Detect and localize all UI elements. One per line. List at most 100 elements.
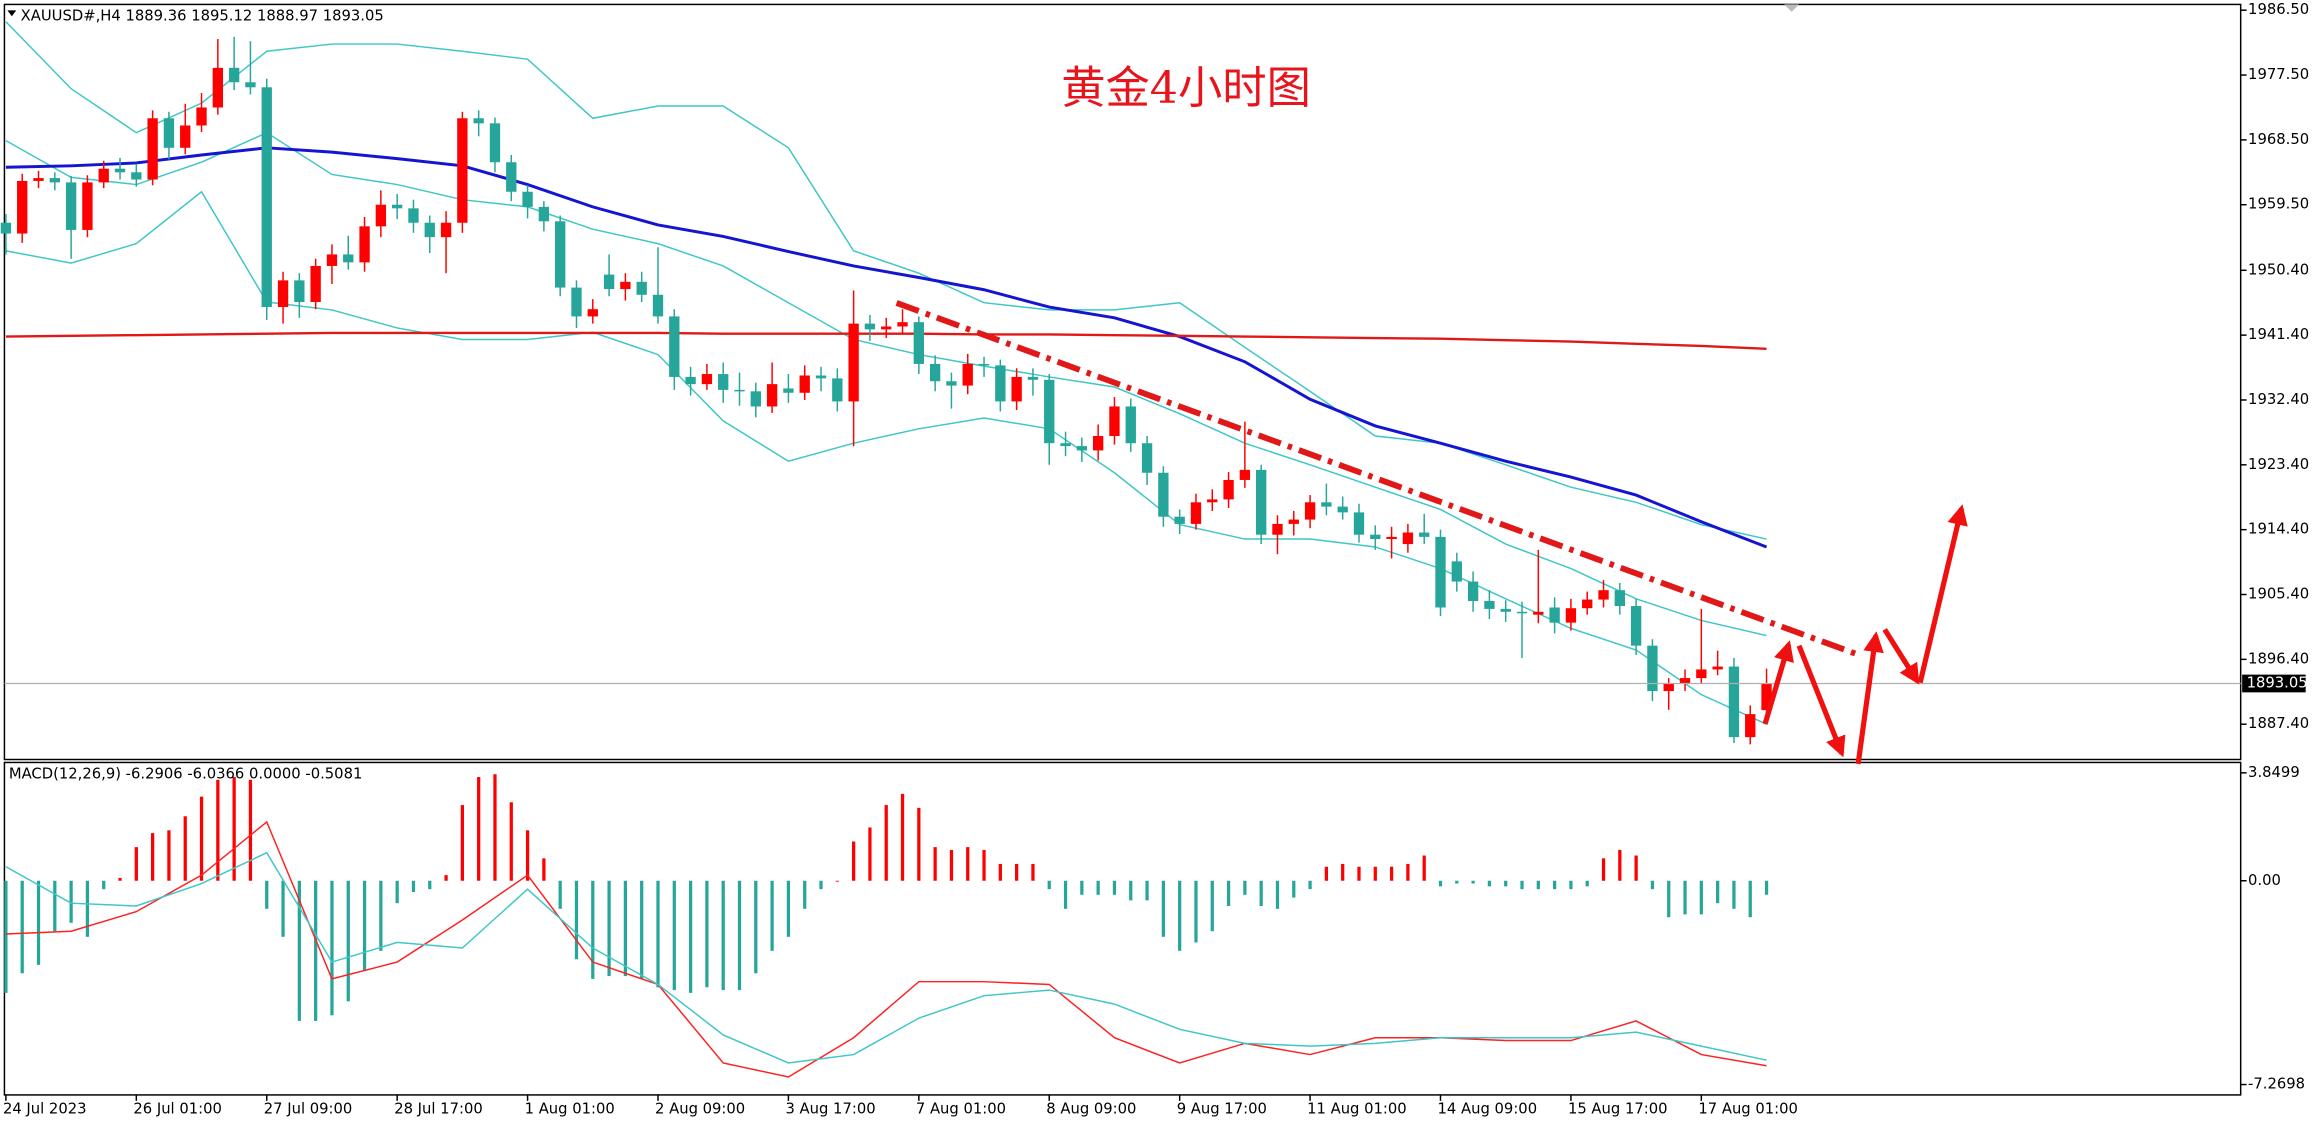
histogram-bar [1275, 880, 1280, 909]
candle-body [1288, 519, 1299, 524]
histogram-bar [949, 849, 954, 881]
candle-body [1223, 479, 1234, 500]
candle-body [1304, 502, 1316, 520]
shift-marker [1784, 4, 1800, 12]
y-tick-label: 1914.40 [2248, 521, 2309, 538]
histogram-bar [20, 880, 24, 974]
x-tick-label: 9 Aug 17:00 [1177, 1101, 1267, 1118]
arrow [1855, 631, 1884, 765]
histogram-bar [1683, 880, 1687, 915]
histogram-bar [1487, 880, 1492, 887]
histogram-bar [770, 880, 774, 951]
candle-body [343, 254, 354, 263]
candle-body [1647, 645, 1658, 692]
histogram-bar [53, 880, 57, 932]
histogram-bar [1259, 880, 1263, 906]
histogram-bar [868, 827, 872, 881]
y-tick-label: 1932.40 [2248, 391, 2309, 408]
trend-line [895, 300, 1860, 658]
indicator-line [5, 851, 1767, 1064]
histogram-bar [167, 830, 171, 881]
histogram-bar [1552, 880, 1557, 890]
candle-body [0, 222, 12, 234]
candle-body [1125, 406, 1136, 444]
histogram-bar [232, 777, 236, 881]
arrow [1917, 504, 1968, 684]
histogram-bar [688, 880, 693, 993]
candle-body [799, 375, 810, 393]
candle-body [701, 374, 713, 385]
histogram-bar [835, 880, 839, 882]
arrow [1796, 644, 1846, 758]
histogram-bar [297, 880, 301, 1021]
histogram-bar [134, 847, 138, 881]
indicator-line [5, 131, 1767, 637]
candle-body [359, 226, 370, 263]
histogram-bar [591, 880, 595, 979]
candle-body [1598, 590, 1609, 600]
candle-body [1239, 469, 1251, 480]
candle-body [1076, 446, 1088, 451]
x-tick-label: 3 Aug 17:00 [785, 1101, 875, 1118]
y-tick-label: 0.00 [2248, 872, 2281, 889]
arrow [1762, 640, 1794, 725]
candle-body [1207, 499, 1218, 503]
histogram-bar [248, 779, 253, 881]
last-price-box [2242, 674, 2306, 693]
candle-body [131, 172, 142, 180]
histogram-bar [1341, 863, 1345, 881]
candle-body [1027, 376, 1039, 380]
histogram-bar [737, 880, 742, 991]
indicator-line [5, 21, 1767, 540]
candle-body [1565, 608, 1577, 623]
candle-body [82, 182, 93, 230]
candle-body [881, 326, 892, 330]
histogram-bar [493, 774, 497, 881]
candle-body [1516, 611, 1528, 614]
candle-body [506, 162, 517, 192]
histogram-bar [509, 802, 513, 881]
histogram-bar [1422, 855, 1426, 881]
histogram-bar [199, 796, 204, 881]
candle-body [750, 391, 761, 407]
histogram-bar [1536, 880, 1540, 890]
histogram-bar [379, 880, 383, 951]
histogram-bar [85, 880, 90, 937]
candle-body [65, 182, 77, 230]
x-tick-label: 8 Aug 09:00 [1046, 1101, 1136, 1118]
candle-body [228, 67, 240, 83]
forecast-arrows [1762, 504, 1968, 765]
candle-body [1370, 534, 1381, 540]
candle-body [864, 323, 876, 330]
histogram-bar [607, 880, 611, 977]
histogram-bar [1243, 880, 1247, 895]
histogram-bar [1716, 880, 1720, 904]
candle-body [1679, 678, 1691, 684]
histogram-bar [558, 880, 562, 909]
candle-body [1256, 469, 1267, 535]
candle-body [603, 274, 615, 290]
candle-body [1044, 379, 1055, 444]
histogram-bar [1650, 880, 1655, 890]
candle-body [375, 204, 387, 227]
candle-body [1402, 532, 1414, 545]
histogram-bar [1129, 880, 1133, 901]
candle-body [1272, 523, 1283, 535]
y-tick-label: 1887.40 [2248, 715, 2309, 732]
candle-body [473, 118, 484, 124]
histogram-bar [525, 830, 530, 881]
candle-body [212, 67, 224, 108]
histogram-bar [933, 847, 937, 881]
histogram-bar [1161, 880, 1165, 937]
histogram-bar [1194, 880, 1198, 943]
candle-body [489, 123, 501, 163]
histogram-bar [982, 849, 986, 881]
candle-body [245, 82, 256, 88]
y-tick-label: 1986.50 [2248, 1, 2309, 18]
histogram-bar [851, 841, 856, 881]
histogram-bar [1455, 880, 1459, 884]
histogram-bar [1748, 880, 1752, 918]
x-tick-label: 7 Aug 01:00 [916, 1101, 1006, 1118]
histogram-bar [1520, 880, 1524, 890]
